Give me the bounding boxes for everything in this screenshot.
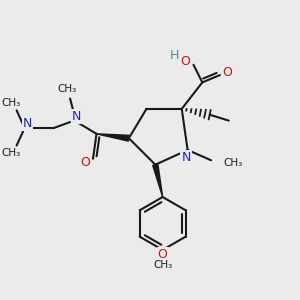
Text: CH₃: CH₃: [153, 260, 172, 270]
Text: O: O: [80, 156, 90, 169]
Text: CH₃: CH₃: [1, 148, 20, 158]
Text: O: O: [223, 66, 232, 79]
Text: N: N: [182, 151, 191, 164]
Text: CH₃: CH₃: [1, 98, 20, 108]
Text: H: H: [170, 50, 179, 62]
Polygon shape: [97, 134, 129, 141]
Text: CH₃: CH₃: [224, 158, 243, 168]
Text: O: O: [158, 248, 168, 261]
Text: CH₃: CH₃: [58, 84, 77, 94]
Text: O: O: [180, 55, 190, 68]
Text: N: N: [72, 110, 82, 123]
Polygon shape: [153, 164, 163, 197]
Text: N: N: [23, 117, 32, 130]
